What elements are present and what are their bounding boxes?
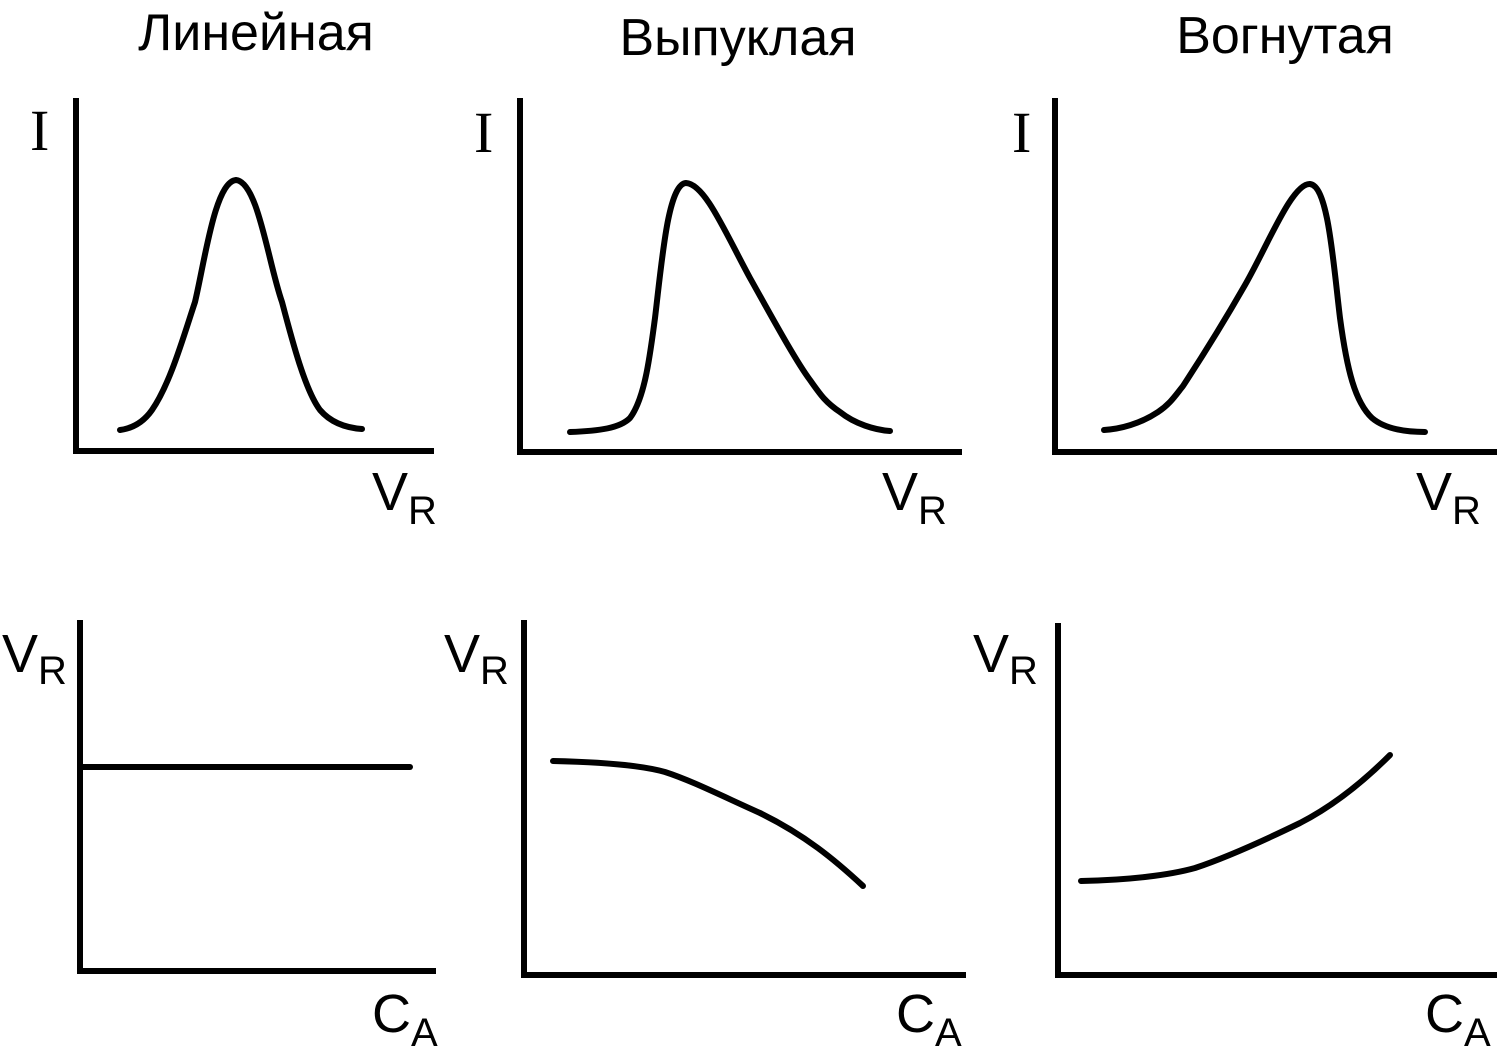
concave-peak-y-label: I xyxy=(1012,100,1031,165)
concave-isotherm-axes xyxy=(1055,623,1497,978)
convex-isotherm-plot: VR CA xyxy=(444,620,966,1055)
concave-peak-x-label: VR xyxy=(1416,462,1481,533)
convex-isotherm-x-label-main: C xyxy=(896,984,935,1044)
concave-isotherm-y-label: VR xyxy=(973,624,1038,693)
convex-peak-plot: I VR xyxy=(474,98,962,533)
column-concave: Вогнутая I VR VR CA xyxy=(973,7,1497,1055)
linear-isotherm-x-label-main: C xyxy=(372,984,411,1044)
linear-isotherm-x-label-sub: A xyxy=(411,1011,438,1055)
convex-isotherm-x-label: CA xyxy=(896,984,962,1055)
convex-isotherm-y-label-sub: R xyxy=(480,649,509,693)
linear-isotherm-plot: VR CA xyxy=(2,620,438,1055)
convex-isotherm-axes xyxy=(521,620,966,978)
concave-isotherm-plot: VR CA xyxy=(973,623,1497,1055)
concave-isotherm-y-label-main: V xyxy=(973,624,1009,684)
linear-peak-curve xyxy=(117,177,365,433)
convex-isotherm-x-label-sub: A xyxy=(935,1011,962,1055)
concave-isotherm-x-label: CA xyxy=(1425,984,1491,1055)
convex-isotherm-y-label: VR xyxy=(444,624,509,693)
linear-peak-axes xyxy=(73,98,434,454)
linear-peak-x-label: VR xyxy=(372,462,437,533)
linear-isotherm-x-label: CA xyxy=(372,984,438,1055)
linear-isotherm-y-label: VR xyxy=(2,624,67,693)
concave-peak-curve xyxy=(1101,181,1428,435)
concave-peak-x-label-main: V xyxy=(1416,462,1452,522)
concave-peak-plot: I VR xyxy=(1012,98,1497,533)
concave-peak-axes xyxy=(1052,98,1497,455)
linear-peak-x-label-main: V xyxy=(372,462,408,522)
concave-isotherm-curve xyxy=(1078,752,1393,884)
convex-peak-y-label: I xyxy=(474,100,493,165)
linear-peak-y-label: I xyxy=(30,98,49,163)
column-title-convex: Выпуклая xyxy=(620,9,857,67)
convex-peak-x-label-sub: R xyxy=(918,489,947,533)
concave-peak-x-label-sub: R xyxy=(1452,489,1481,533)
convex-isotherm-y-label-main: V xyxy=(444,624,480,684)
linear-isotherm-axes xyxy=(77,620,436,974)
convex-peak-curve xyxy=(567,180,893,435)
linear-isotherm-y-label-sub: R xyxy=(38,649,67,693)
concave-isotherm-x-label-main: C xyxy=(1425,984,1464,1044)
column-title-concave: Вогнутая xyxy=(1176,7,1394,65)
linear-isotherm-y-label-main: V xyxy=(2,624,38,684)
linear-peak-x-label-sub: R xyxy=(408,489,437,533)
column-linear: Линейная I VR VR CA xyxy=(2,4,438,1055)
linear-peak-plot: I VR xyxy=(30,98,437,533)
concave-isotherm-y-label-sub: R xyxy=(1009,649,1038,693)
column-title-linear: Линейная xyxy=(138,4,374,62)
convex-isotherm-curve xyxy=(550,758,866,889)
concave-isotherm-x-label-sub: A xyxy=(1464,1011,1491,1055)
convex-peak-x-label: VR xyxy=(882,462,947,533)
convex-peak-axes xyxy=(517,98,962,455)
convex-peak-x-label-main: V xyxy=(882,462,918,522)
column-convex: Выпуклая I VR VR CA xyxy=(444,9,966,1055)
